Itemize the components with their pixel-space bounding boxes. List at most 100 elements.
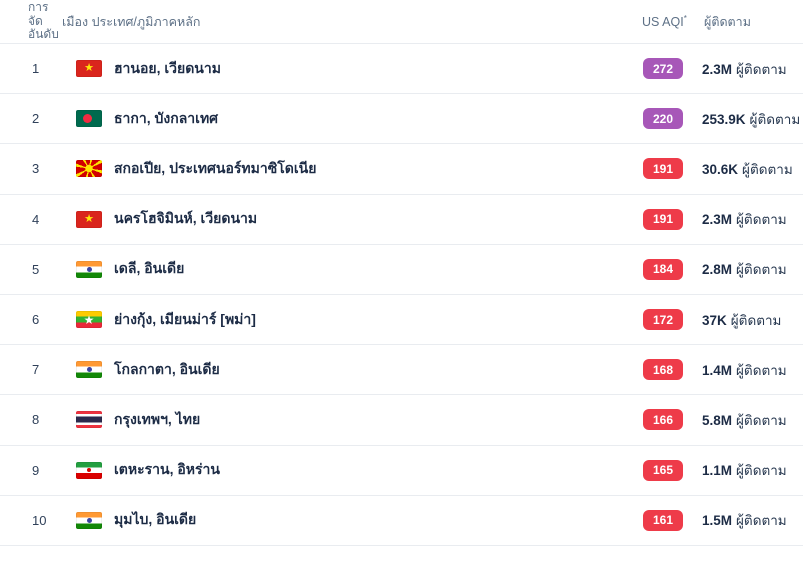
rank-column-header: การ จัด อันดับ (28, 0, 62, 42)
aqi-badge: 165 (643, 459, 683, 481)
aqi-cell: 184 (630, 258, 702, 280)
followers-word: ผู้ติดตาม (736, 262, 787, 278)
aqi-badge: 220 (643, 108, 683, 130)
city-name: ย่างกุ้ง, เมียนม่าร์ [พม่า] (114, 310, 256, 327)
followers-cell: 37K ผู้ติดตาม (702, 309, 803, 331)
city-cell: มุมไบ, อินเดีย (62, 509, 630, 531)
city-ranking-row[interactable]: 2 ธากา, บังกลาเทศ 220 253.9K ผู้ติดตาม (0, 94, 803, 145)
city-ranking-row[interactable]: 4 นครโฮจิมินห์, เวียดนาม 191 2.3M ผู้ติดต… (0, 194, 803, 245)
aqi-badge: 184 (643, 258, 683, 280)
aqi-header-label: US AQI (642, 15, 684, 30)
vietnam-flag-icon (76, 210, 102, 228)
city-ranking-row[interactable]: 10 มุมไบ, อินเดีย 161 1.5M ผู้ติดตาม (0, 495, 803, 546)
followers-cell: 1.1M ผู้ติดตาม (702, 459, 803, 481)
india-flag-icon (76, 511, 102, 529)
city-ranking-row[interactable]: 7 โกลกาตา, อินเดีย 168 1.4M ผู้ติดตาม (0, 345, 803, 396)
aqi-cell: 272 (630, 58, 702, 80)
rank-number: 9 (32, 462, 40, 478)
followers-word: ผู้ติดตาม (736, 61, 787, 77)
followers-count: 1.5M (702, 513, 733, 529)
city-name: เตหะราน, อิหร่าน (114, 461, 220, 478)
rank-number: 4 (32, 211, 40, 227)
followers-cell: 2.3M ผู้ติดตาม (702, 58, 803, 80)
followers-word: ผู้ติดตาม (736, 513, 787, 529)
aqi-cell: 165 (630, 459, 702, 481)
followers-word: ผู้ติดตาม (742, 161, 793, 177)
bangladesh-flag-icon (76, 110, 102, 128)
rank-header-line: การ (28, 0, 49, 14)
city-ranking-row[interactable]: 3 สกอเปีย, ประเทศนอร์ทมาซิโดเนีย 191 30.… (0, 144, 803, 195)
city-ranking-row[interactable]: 8 กรุงเทพฯ, ไทย 166 5.8M ผู้ติดตาม (0, 395, 803, 446)
vietnam-flag-icon (76, 60, 102, 78)
aqi-cell: 161 (630, 509, 702, 531)
city-name: ฮานอย, เวียดนาม (114, 59, 221, 76)
north-macedonia-flag-icon (76, 160, 102, 178)
city-name: มุมไบ, อินเดีย (114, 511, 197, 528)
rank-number: 10 (32, 512, 47, 528)
city-name: โกลกาตา, อินเดีย (114, 360, 220, 377)
aqi-cell: 191 (630, 158, 702, 180)
city-cell: ธากา, บังกลาเทศ (62, 108, 630, 130)
city-ranking-row[interactable]: 5 เดลี, อินเดีย 184 2.8M ผู้ติดตาม (0, 244, 803, 295)
rank-number: 2 (32, 111, 40, 127)
aqi-cell: 220 (630, 108, 702, 130)
followers-count: 2.3M (702, 61, 733, 77)
followers-cell: 5.8M ผู้ติดตาม (702, 409, 803, 431)
aqi-badge: 166 (643, 409, 683, 431)
rank-number: 5 (32, 261, 40, 277)
followers-column-header: ผู้ติดตาม (704, 14, 751, 29)
myanmar-flag-icon (76, 311, 102, 329)
aqi-column-header: US AQI* (630, 14, 702, 29)
india-flag-icon (76, 260, 102, 278)
city-cell: เดลี, อินเดีย (62, 258, 630, 280)
city-name: สกอเปีย, ประเทศนอร์ทมาซิโดเนีย (114, 159, 317, 176)
followers-word: ผู้ติดตาม (736, 412, 787, 428)
followers-count: 30.6K (702, 161, 739, 177)
city-ranking-row[interactable]: 1 ฮานอย, เวียดนาม 272 2.3M ผู้ติดตาม (0, 44, 803, 95)
aqi-badge: 168 (643, 359, 683, 381)
aqi-header-superscript: * (683, 13, 687, 23)
followers-word: ผู้ติดตาม (736, 212, 787, 228)
city-ranking-row[interactable]: 6 ย่างกุ้ง, เมียนม่าร์ [พม่า] 172 37K ผู้… (0, 294, 803, 346)
city-cell: นครโฮจิมินห์, เวียดนาม (62, 208, 630, 230)
followers-count: 2.8M (702, 262, 733, 278)
rank-number: 3 (32, 161, 40, 177)
aqi-badge: 172 (643, 309, 683, 331)
followers-count: 2.3M (702, 212, 733, 228)
aqi-cell: 191 (630, 208, 702, 230)
india-flag-icon (76, 361, 102, 379)
aqi-city-ranking-table: การ จัด อันดับ เมือง ประเทศ/ภูมิภาคหลัก … (0, 0, 803, 546)
table-header-row: การ จัด อันดับ เมือง ประเทศ/ภูมิภาคหลัก … (0, 0, 803, 44)
city-name: กรุงเทพฯ, ไทย (114, 410, 201, 427)
city-cell: เตหะราน, อิหร่าน (62, 459, 630, 481)
followers-word: ผู้ติดตาม (749, 111, 801, 127)
followers-count: 253.9K (702, 111, 746, 127)
aqi-cell: 166 (630, 409, 702, 431)
followers-count: 1.1M (702, 463, 733, 479)
rank-header-line: จัด (28, 13, 43, 28)
aqi-badge: 191 (643, 208, 683, 230)
ranking-rows: 1 ฮานอย, เวียดนาม 272 2.3M ผู้ติดตาม 2 ธา… (0, 44, 803, 546)
followers-word: ผู้ติดตาม (730, 312, 782, 328)
followers-cell: 30.6K ผู้ติดตาม (702, 158, 803, 180)
aqi-badge: 161 (643, 509, 683, 531)
city-ranking-row[interactable]: 9 เตหะราน, อิหร่าน 165 1.1M ผู้ติดตาม (0, 445, 803, 496)
city-name: นครโฮจิมินห์, เวียดนาม (114, 210, 258, 227)
followers-cell: 2.8M ผู้ติดตาม (702, 258, 803, 280)
aqi-cell: 168 (630, 359, 702, 381)
iran-flag-icon (76, 461, 102, 479)
followers-cell: 2.3M ผู้ติดตาม (702, 208, 803, 230)
thailand-flag-icon (76, 411, 102, 429)
aqi-badge: 191 (643, 158, 683, 180)
city-cell: กรุงเทพฯ, ไทย (62, 409, 630, 431)
followers-cell: 253.9K ผู้ติดตาม (702, 108, 803, 130)
rank-number: 8 (32, 412, 40, 428)
followers-count: 37K (702, 312, 727, 328)
followers-cell: 1.4M ผู้ติดตาม (702, 359, 803, 381)
aqi-cell: 172 (630, 309, 702, 331)
city-cell: โกลกาตา, อินเดีย (62, 359, 630, 381)
rank-number: 1 (32, 61, 40, 77)
rank-header-line: อันดับ (28, 27, 59, 42)
city-column-header: เมือง ประเทศ/ภูมิภาคหลัก (62, 14, 201, 29)
followers-count: 1.4M (702, 362, 733, 378)
